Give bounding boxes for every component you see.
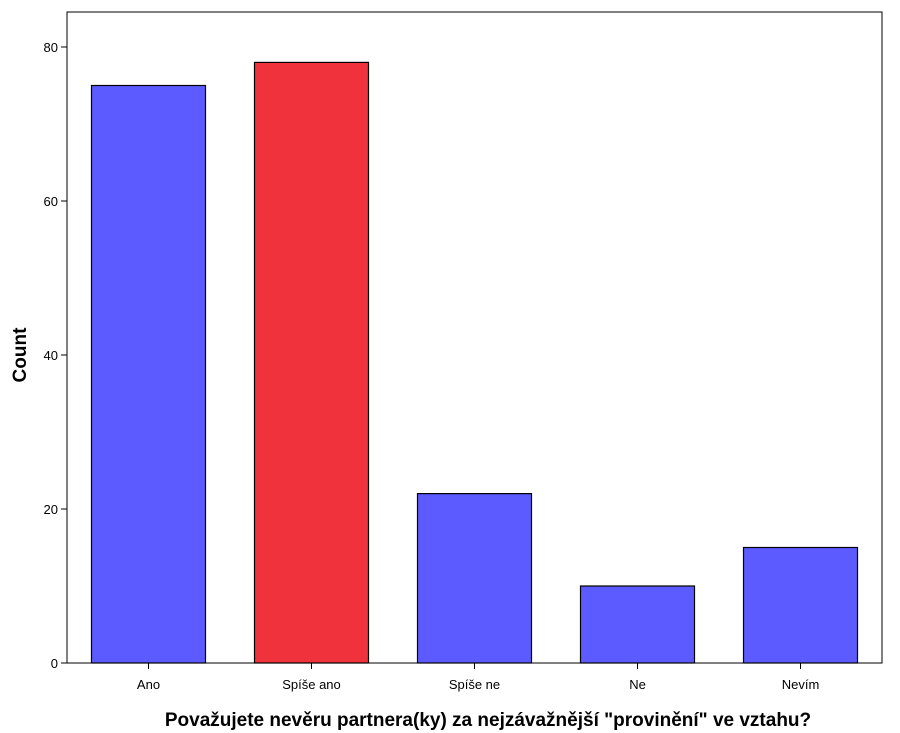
y-tick-label: 0 (51, 656, 58, 671)
x-tick-label: Ne (629, 677, 646, 692)
x-tick-label: Spíše ano (282, 677, 341, 692)
bar-ne (579, 585, 696, 664)
x-tick-label: Spíše ne (449, 677, 500, 692)
bar-spíše-ne (416, 493, 533, 664)
y-tick-label: 60 (44, 194, 58, 209)
bar-nevím (742, 546, 859, 664)
y-axis: 0 20 40 60 80 (44, 40, 67, 671)
x-axis-title: Považujete nevěru partnera(ky) za nejzáv… (165, 710, 811, 731)
bar-ano (90, 84, 207, 664)
x-axis: Ano Spíše ano Spíše ne Ne Nevím (137, 663, 819, 692)
bars-group (90, 61, 859, 664)
y-tick-label: 80 (44, 40, 58, 55)
y-axis-title: Count (10, 327, 31, 383)
bar-spíše-ano (253, 61, 370, 664)
x-tick-label: Nevím (782, 677, 820, 692)
x-tick-label: Ano (137, 677, 160, 692)
y-tick-label: 20 (44, 502, 58, 517)
y-tick-label: 40 (44, 348, 58, 363)
